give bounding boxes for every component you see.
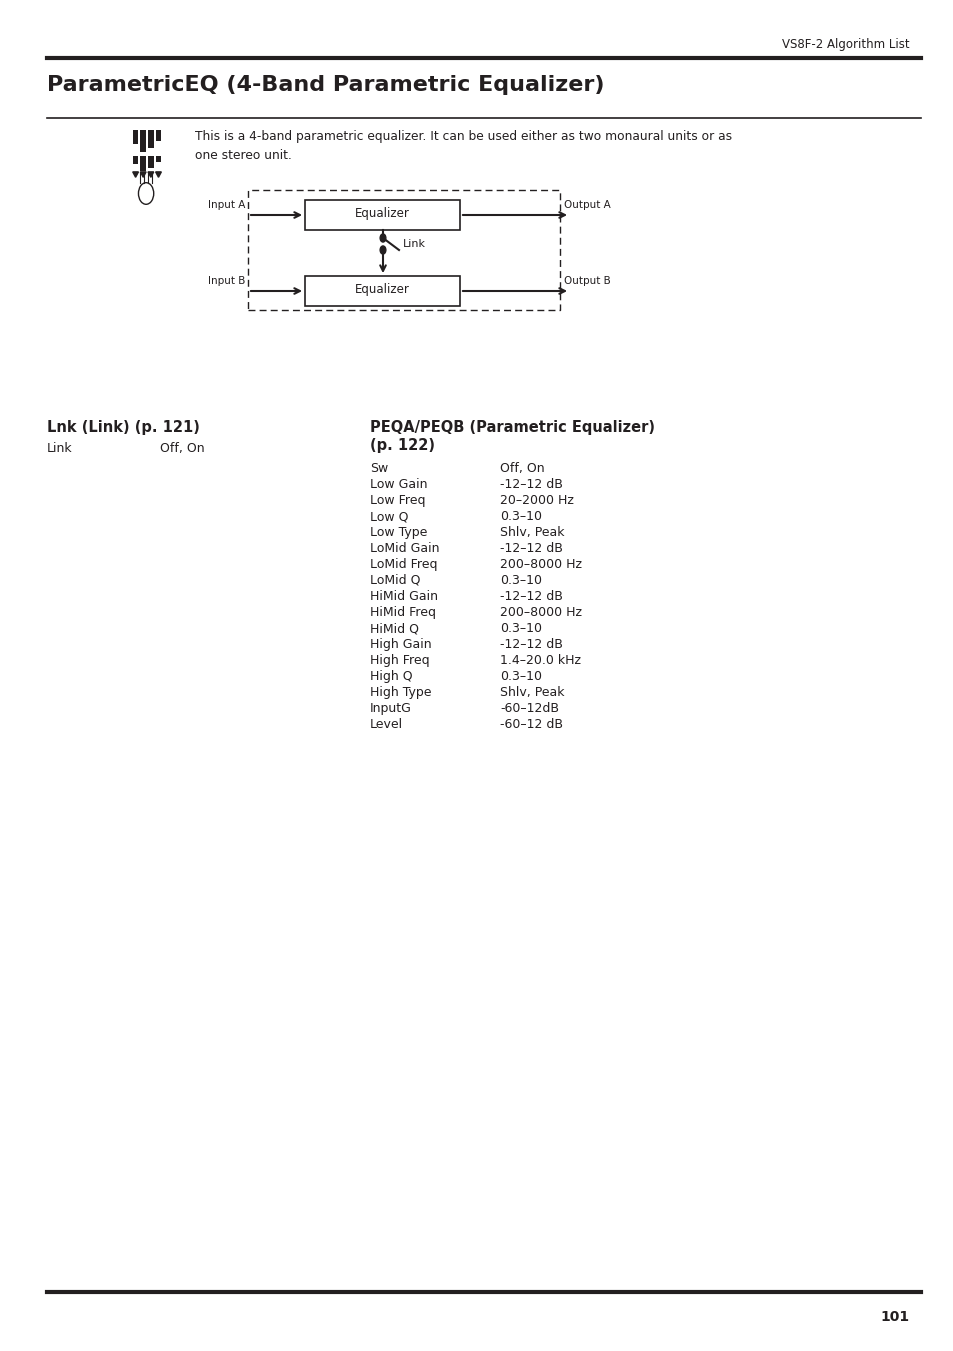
Text: -60–12dB: -60–12dB (499, 703, 558, 715)
Bar (140, 155, 146, 170)
Bar (140, 130, 146, 151)
Polygon shape (148, 172, 153, 177)
Circle shape (379, 246, 385, 254)
Bar (148, 155, 153, 168)
Bar (148, 130, 153, 147)
Text: Sw: Sw (370, 462, 388, 476)
Polygon shape (155, 172, 161, 177)
Bar (305, 200, 459, 230)
Text: 0.3–10: 0.3–10 (499, 670, 541, 684)
Bar (132, 130, 138, 143)
Text: InputG: InputG (370, 703, 412, 715)
Text: Output A: Output A (563, 200, 610, 209)
Bar (155, 155, 161, 162)
Text: Low Type: Low Type (370, 526, 427, 539)
Text: HiMid Q: HiMid Q (370, 621, 418, 635)
Text: LoMid Freq: LoMid Freq (370, 558, 437, 571)
Text: Equalizer: Equalizer (355, 207, 409, 219)
Text: 0.3–10: 0.3–10 (499, 509, 541, 523)
Text: -12–12 dB: -12–12 dB (499, 638, 562, 651)
Text: HiMid Gain: HiMid Gain (370, 590, 437, 603)
Text: Low Q: Low Q (370, 509, 408, 523)
Text: Lnk (Link) (p. 121): Lnk (Link) (p. 121) (47, 420, 200, 435)
Text: one stereo unit.: one stereo unit. (194, 149, 292, 162)
Text: Output B: Output B (563, 276, 610, 286)
Text: High Q: High Q (370, 670, 413, 684)
Circle shape (379, 234, 385, 242)
Text: 0.3–10: 0.3–10 (499, 621, 541, 635)
Text: LoMid Q: LoMid Q (370, 574, 420, 586)
Text: PEQA/PEQB (Parametric Equalizer): PEQA/PEQB (Parametric Equalizer) (370, 420, 655, 435)
Text: -12–12 dB: -12–12 dB (499, 478, 562, 490)
Text: ParametricEQ (4-Band Parametric Equalizer): ParametricEQ (4-Band Parametric Equalize… (47, 76, 604, 95)
Bar (248, 190, 559, 309)
Text: -12–12 dB: -12–12 dB (499, 590, 562, 603)
Text: High Gain: High Gain (370, 638, 431, 651)
Text: -60–12 dB: -60–12 dB (499, 717, 562, 731)
Text: 20–2000 Hz: 20–2000 Hz (499, 494, 574, 507)
Text: Low Freq: Low Freq (370, 494, 425, 507)
Text: HiMid Freq: HiMid Freq (370, 607, 436, 619)
Text: 101: 101 (880, 1310, 909, 1324)
Text: 200–8000 Hz: 200–8000 Hz (499, 558, 581, 571)
Text: Shlv, Peak: Shlv, Peak (499, 526, 564, 539)
Text: Low Gain: Low Gain (370, 478, 427, 490)
Text: Link: Link (47, 442, 72, 455)
Text: Off, On: Off, On (160, 442, 204, 455)
Text: This is a 4-band parametric equalizer. It can be used either as two monaural uni: This is a 4-band parametric equalizer. I… (194, 130, 731, 143)
Text: 0.3–10: 0.3–10 (499, 574, 541, 586)
Text: Shlv, Peak: Shlv, Peak (499, 686, 564, 698)
Text: Level: Level (370, 717, 403, 731)
Polygon shape (140, 172, 146, 177)
Bar (132, 155, 138, 163)
Bar (155, 130, 161, 141)
Text: Input A: Input A (208, 200, 245, 209)
Text: Link: Link (402, 239, 426, 249)
Text: -12–12 dB: -12–12 dB (499, 542, 562, 555)
Text: Off, On: Off, On (499, 462, 544, 476)
Text: 200–8000 Hz: 200–8000 Hz (499, 607, 581, 619)
Text: (p. 122): (p. 122) (370, 438, 435, 453)
Text: High Freq: High Freq (370, 654, 429, 667)
Text: High Type: High Type (370, 686, 431, 698)
Text: Input B: Input B (208, 276, 245, 286)
Text: LoMid Gain: LoMid Gain (370, 542, 439, 555)
Text: 1.4–20.0 kHz: 1.4–20.0 kHz (499, 654, 580, 667)
Bar (305, 276, 459, 305)
Text: Equalizer: Equalizer (355, 282, 409, 296)
Polygon shape (132, 172, 138, 177)
Text: VS8F-2 Algorithm List: VS8F-2 Algorithm List (781, 38, 909, 51)
